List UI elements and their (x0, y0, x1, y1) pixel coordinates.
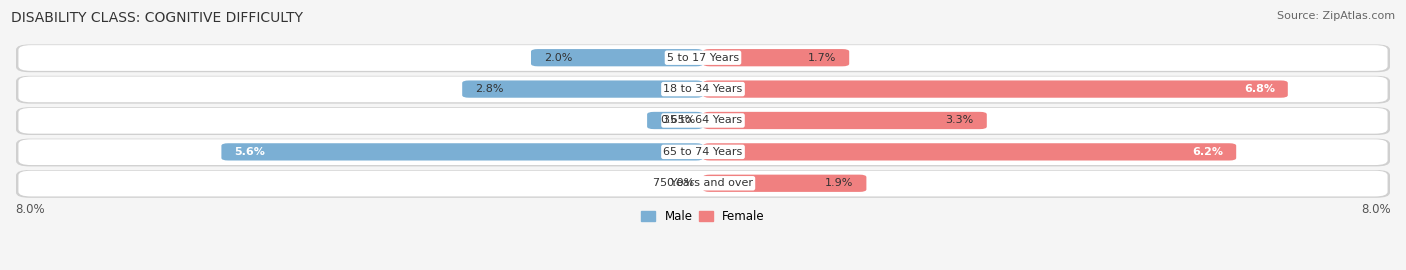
Text: 8.0%: 8.0% (1361, 203, 1391, 216)
FancyBboxPatch shape (221, 143, 703, 160)
FancyBboxPatch shape (703, 49, 849, 66)
FancyBboxPatch shape (703, 143, 1236, 160)
FancyBboxPatch shape (703, 80, 1288, 98)
Text: 6.8%: 6.8% (1244, 84, 1275, 94)
FancyBboxPatch shape (18, 76, 1388, 102)
Text: 5 to 17 Years: 5 to 17 Years (666, 53, 740, 63)
Text: 0.0%: 0.0% (666, 178, 695, 188)
Text: 35 to 64 Years: 35 to 64 Years (664, 116, 742, 126)
Text: Source: ZipAtlas.com: Source: ZipAtlas.com (1277, 11, 1395, 21)
Text: 75 Years and over: 75 Years and over (652, 178, 754, 188)
Text: 6.2%: 6.2% (1192, 147, 1223, 157)
Text: 65 to 74 Years: 65 to 74 Years (664, 147, 742, 157)
FancyBboxPatch shape (17, 45, 1389, 72)
Text: DISABILITY CLASS: COGNITIVE DIFFICULTY: DISABILITY CLASS: COGNITIVE DIFFICULTY (11, 11, 304, 25)
FancyBboxPatch shape (18, 171, 1388, 197)
Text: 2.0%: 2.0% (544, 53, 572, 63)
FancyBboxPatch shape (703, 175, 866, 192)
Text: 0.65%: 0.65% (659, 116, 695, 126)
FancyBboxPatch shape (463, 80, 703, 98)
Text: 3.3%: 3.3% (946, 116, 974, 126)
FancyBboxPatch shape (17, 171, 1389, 197)
FancyBboxPatch shape (17, 76, 1389, 103)
FancyBboxPatch shape (647, 112, 703, 129)
FancyBboxPatch shape (18, 108, 1388, 134)
Legend: Male, Female: Male, Female (637, 205, 769, 228)
FancyBboxPatch shape (18, 139, 1388, 165)
FancyBboxPatch shape (18, 45, 1388, 71)
Text: 8.0%: 8.0% (15, 203, 45, 216)
Text: 1.7%: 1.7% (808, 53, 837, 63)
Text: 2.8%: 2.8% (475, 84, 503, 94)
FancyBboxPatch shape (17, 139, 1389, 166)
Text: 5.6%: 5.6% (235, 147, 266, 157)
FancyBboxPatch shape (531, 49, 703, 66)
FancyBboxPatch shape (17, 108, 1389, 134)
Text: 18 to 34 Years: 18 to 34 Years (664, 84, 742, 94)
Text: 1.9%: 1.9% (825, 178, 853, 188)
FancyBboxPatch shape (703, 112, 987, 129)
